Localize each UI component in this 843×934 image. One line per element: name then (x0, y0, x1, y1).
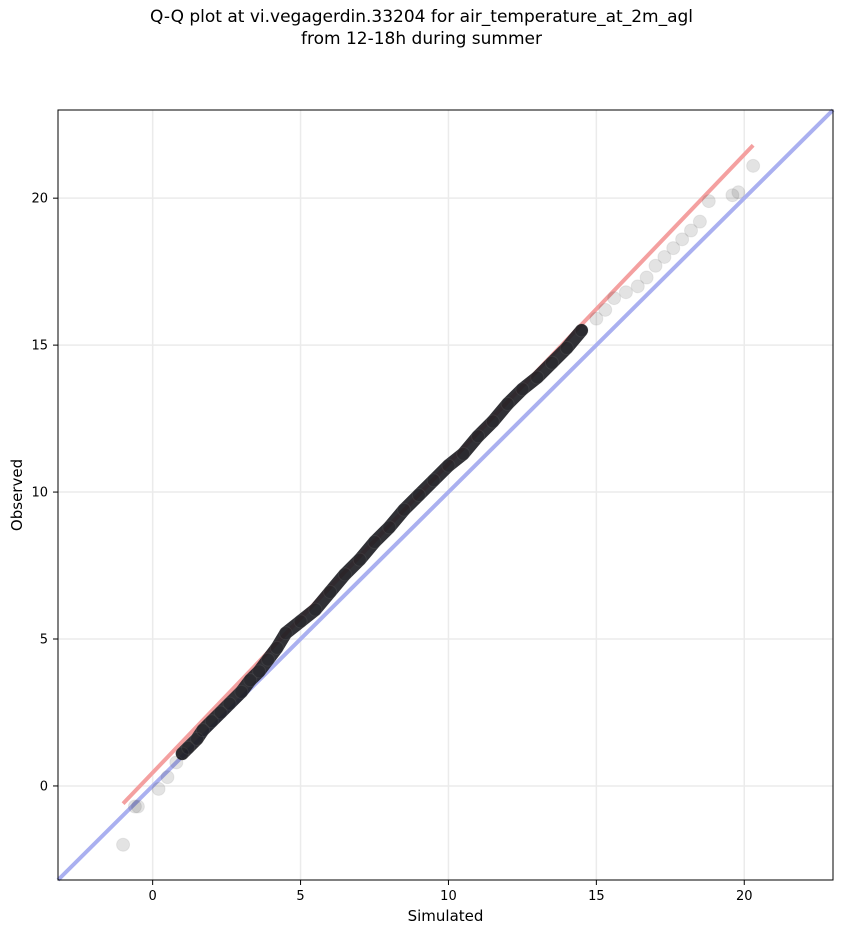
data-point (181, 740, 196, 755)
data-point (701, 194, 716, 209)
data-point (323, 584, 338, 599)
data-point (666, 241, 681, 256)
data-point (151, 781, 166, 796)
data-point (598, 302, 613, 317)
y-tick-label: 15 (31, 339, 48, 354)
data-point (515, 382, 530, 397)
y-tick-label: 0 (40, 779, 48, 794)
scatter-points (116, 158, 761, 852)
data-point (530, 370, 545, 385)
data-point (618, 285, 633, 300)
data-point (116, 837, 131, 852)
data-point (544, 355, 559, 370)
chart-title-line-2: from 12-18h during summer (301, 29, 542, 49)
x-axis-label: Simulated (408, 907, 484, 925)
data-point (269, 640, 284, 655)
data-point (731, 185, 746, 200)
data-point (684, 223, 699, 238)
data-point (130, 799, 145, 814)
data-point (190, 731, 205, 746)
data-point (397, 502, 412, 517)
data-point (261, 652, 276, 667)
dense-points-band (175, 323, 589, 761)
data-point (657, 249, 672, 264)
y-axis-label: Observed (8, 459, 26, 531)
data-point (639, 270, 654, 285)
data-point (160, 770, 175, 785)
data-point (382, 520, 397, 535)
data-point (675, 232, 690, 247)
data-point (746, 158, 761, 173)
data-point (607, 291, 622, 306)
data-point (441, 458, 456, 473)
data-point (222, 696, 237, 711)
data-point (367, 535, 382, 550)
data-point (213, 705, 228, 720)
x-tick-label: 5 (296, 889, 304, 904)
y-tick-label: 10 (31, 486, 48, 501)
x-tick-label: 10 (440, 889, 457, 904)
data-point (692, 214, 707, 229)
data-point (204, 714, 219, 729)
y-tick-label: 5 (40, 633, 48, 648)
data-point (500, 396, 515, 411)
data-point (278, 626, 293, 641)
data-point (411, 488, 426, 502)
chart-title: Q-Q plot at vi.vegagerdin.33204 for air_… (0, 6, 843, 50)
data-point (352, 552, 367, 567)
chart-title-line-1: Q-Q plot at vi.vegagerdin.33204 for air_… (149, 7, 694, 27)
data-point (127, 799, 142, 814)
data-point (456, 446, 471, 461)
x-tick-label: 15 (588, 889, 605, 904)
data-point (648, 258, 663, 273)
data-point (169, 755, 184, 770)
axis-ticks: 0 5 10 15 20 0 5 10 15 20 (31, 192, 752, 904)
x-tick-label: 0 (149, 889, 157, 904)
data-point (630, 279, 645, 294)
data-point (559, 341, 574, 356)
data-point (308, 602, 323, 617)
data-point (293, 614, 308, 629)
data-point (574, 323, 589, 338)
data-point (725, 188, 740, 203)
data-point (485, 414, 500, 429)
data-point (589, 311, 604, 326)
x-tick-label: 20 (736, 889, 753, 904)
data-point (243, 673, 258, 688)
data-point (471, 429, 486, 444)
data-point (426, 473, 441, 488)
data-point (195, 723, 210, 738)
y-tick-label: 20 (31, 192, 48, 207)
data-point (252, 664, 267, 679)
plot-frame (57, 109, 834, 881)
data-point (175, 746, 190, 761)
data-point (234, 684, 249, 699)
data-point (337, 567, 352, 582)
